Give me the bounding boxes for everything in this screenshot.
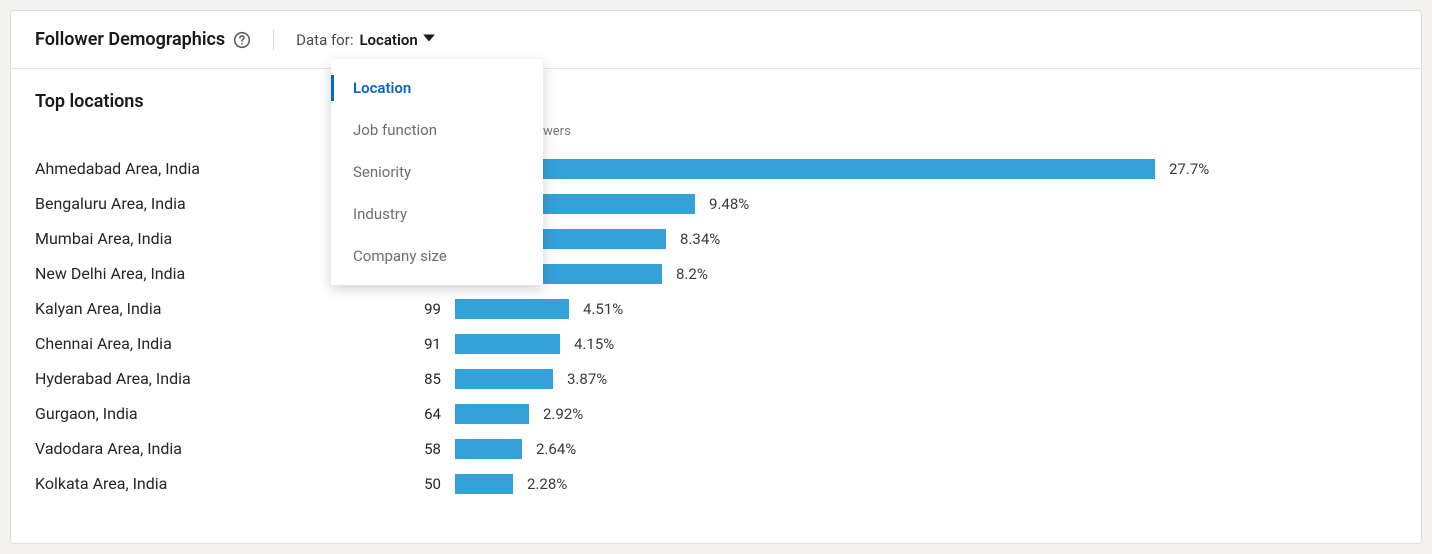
card-header: Follower Demographics Data for: Location: [11, 11, 1421, 69]
table-row: Vadodara Area, India58 2.64%: [35, 431, 1397, 466]
demographics-card: Follower Demographics Data for: Location…: [10, 10, 1422, 544]
table-row: Gurgaon, India64 2.92%: [35, 396, 1397, 431]
dropdown-option[interactable]: Location: [331, 67, 543, 109]
bar-track: 8.34%: [455, 229, 1315, 249]
follower-count: 99: [395, 300, 455, 318]
bar-track: 8.2%: [455, 264, 1315, 284]
card-title: Follower Demographics: [35, 29, 225, 50]
title-wrap: Follower Demographics: [35, 29, 274, 50]
bar: [455, 369, 553, 389]
bar-track: 2.92%: [455, 404, 1315, 424]
bar-chart: Ahmedabad Area, India60727.7%Bengaluru A…: [35, 151, 1397, 501]
bar: [455, 474, 513, 494]
bar: [455, 159, 1155, 179]
followers-column-header: wers: [543, 124, 1397, 139]
location-label: Gurgaon, India: [35, 404, 395, 423]
bar-track: 4.15%: [455, 334, 1315, 354]
bar-track: 2.28%: [455, 474, 1315, 494]
data-for-selector[interactable]: Data for: Location: [274, 31, 436, 49]
table-row: New Delhi Area, India1808.2%: [35, 256, 1397, 291]
percent-label: 4.15%: [574, 335, 614, 353]
percent-label: 2.64%: [536, 440, 576, 458]
chart-subheading: Top locations: [35, 91, 1397, 112]
follower-count: 85: [395, 370, 455, 388]
dropdown-option[interactable]: Company size: [331, 235, 543, 277]
table-row: Ahmedabad Area, India60727.7%: [35, 151, 1397, 186]
dropdown-option[interactable]: Seniority: [331, 151, 543, 193]
bar: [455, 404, 529, 424]
dropdown-option[interactable]: Industry: [331, 193, 543, 235]
follower-count: 91: [395, 335, 455, 353]
percent-label: 3.87%: [567, 370, 607, 388]
percent-label: 2.92%: [543, 405, 583, 423]
location-label: Kolkata Area, India: [35, 474, 395, 493]
location-label: Vadodara Area, India: [35, 439, 395, 458]
caret-down-icon: [422, 31, 436, 49]
percent-label: 27.7%: [1169, 160, 1209, 178]
card-body: Top locations wers Ahmedabad Area, India…: [11, 69, 1421, 529]
location-label: Chennai Area, India: [35, 334, 395, 353]
bar: [455, 334, 560, 354]
percent-label: 8.34%: [680, 230, 720, 248]
table-row: Chennai Area, India91 4.15%: [35, 326, 1397, 361]
percent-label: 4.51%: [583, 300, 623, 318]
table-row: Kalyan Area, India99 4.51%: [35, 291, 1397, 326]
percent-label: 2.28%: [527, 475, 567, 493]
bar-track: 3.87%: [455, 369, 1315, 389]
bar-track: 2.64%: [455, 439, 1315, 459]
bar: [455, 439, 522, 459]
table-row: Kolkata Area, India50 2.28%: [35, 466, 1397, 501]
location-label: Hyderabad Area, India: [35, 369, 395, 388]
help-icon[interactable]: [233, 31, 251, 49]
location-label: Kalyan Area, India: [35, 299, 395, 318]
data-for-dropdown[interactable]: LocationJob functionSeniorityIndustryCom…: [331, 59, 543, 285]
table-row: Bengaluru Area, India2089.48%: [35, 186, 1397, 221]
percent-label: 8.2%: [676, 265, 708, 283]
dropdown-option[interactable]: Job function: [331, 109, 543, 151]
table-row: Mumbai Area, India1838.34%: [35, 221, 1397, 256]
bar-track: 9.48%: [455, 194, 1315, 214]
follower-count: 58: [395, 440, 455, 458]
follower-count: 64: [395, 405, 455, 423]
data-for-value: Location: [359, 31, 417, 49]
bar: [455, 299, 569, 319]
follower-count: 50: [395, 475, 455, 493]
table-row: Hyderabad Area, India85 3.87%: [35, 361, 1397, 396]
bar-track: 27.7%: [455, 159, 1315, 179]
bar-track: 4.51%: [455, 299, 1315, 319]
data-for-label: Data for:: [296, 31, 353, 49]
percent-label: 9.48%: [709, 195, 749, 213]
